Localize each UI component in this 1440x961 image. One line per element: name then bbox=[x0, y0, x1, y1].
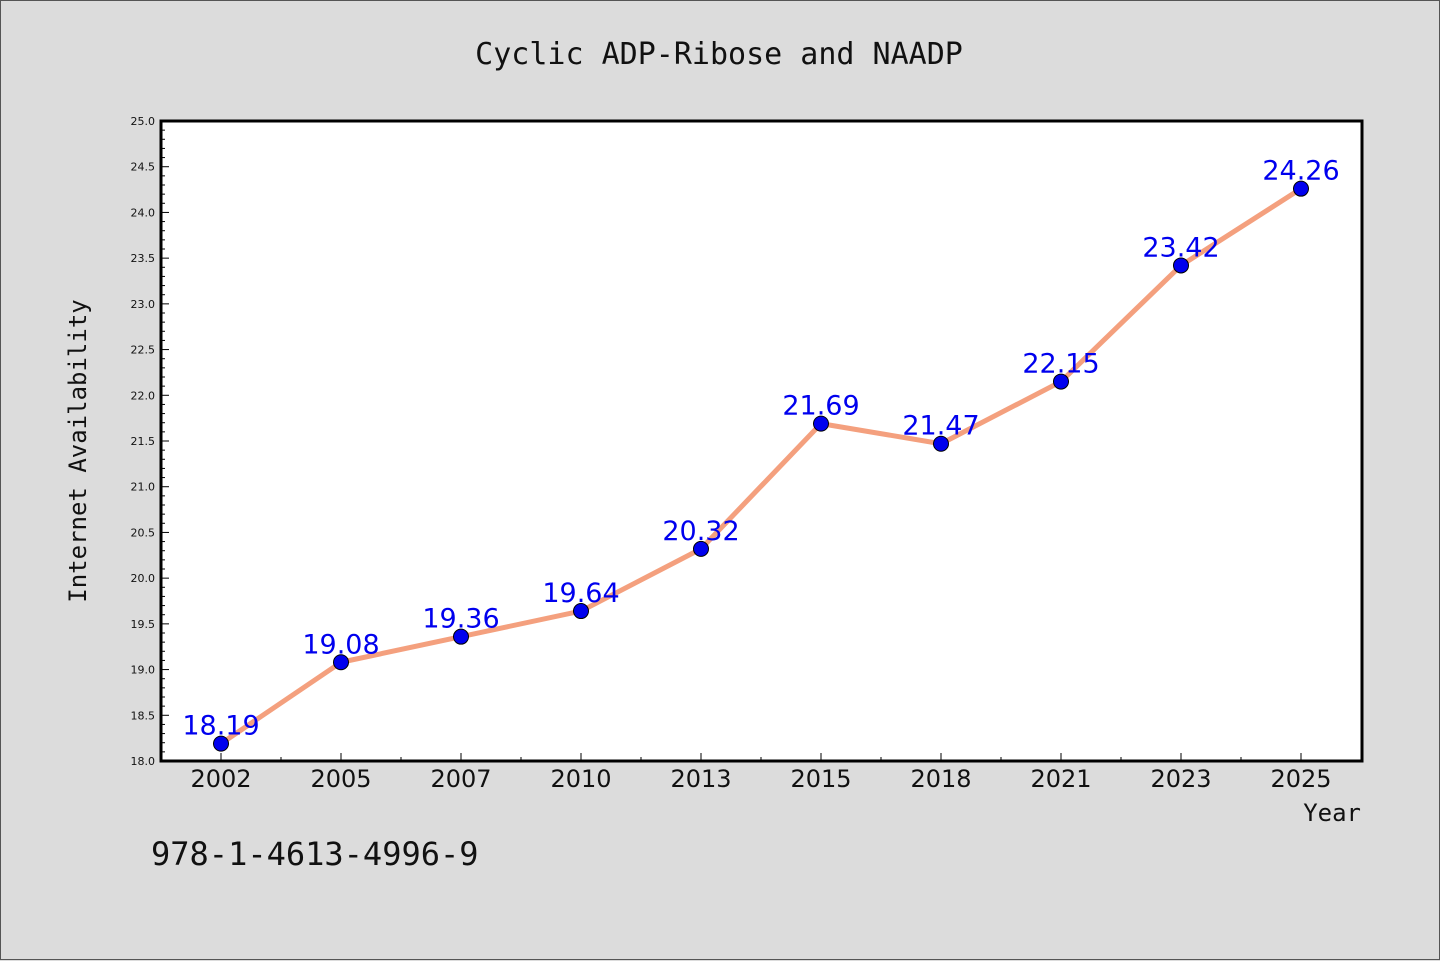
y-tick-label: 22.0 bbox=[131, 389, 156, 402]
x-axis: 2002 2005 2007 2010 2013 2015 2018 2021 2023 2025 bbox=[190, 753, 1332, 793]
data-label: 20.32 bbox=[662, 516, 739, 547]
data-point bbox=[813, 415, 829, 432]
y-tick-label: 24.5 bbox=[131, 161, 156, 174]
footer-code: 978-1-4613-4996-9 bbox=[151, 835, 479, 873]
data-point bbox=[693, 540, 709, 557]
series-line bbox=[218, 186, 1304, 747]
y-tick-label: 24.0 bbox=[131, 206, 156, 219]
x-tick-label: 2025 bbox=[1270, 765, 1331, 793]
x-tick-label: 2023 bbox=[1150, 765, 1211, 793]
y-tick-label: 23.0 bbox=[131, 298, 156, 311]
y-tick-label: 21.5 bbox=[131, 435, 156, 448]
y-tick-label: 18.0 bbox=[131, 755, 156, 768]
data-label: 19.36 bbox=[422, 604, 499, 635]
y-axis: 18.0 18.5 19.0 19.5 20.0 20.5 21.0 21.5 22.0 22.5… bbox=[131, 115, 169, 768]
data-point bbox=[333, 654, 349, 671]
chart-title: Cyclic ADP-Ribose and NAADP bbox=[475, 37, 963, 72]
y-tick-label: 19.0 bbox=[131, 664, 156, 677]
data-label: 21.47 bbox=[902, 411, 979, 442]
y-tick-label: 21.0 bbox=[131, 481, 156, 494]
y-tick-label: 20.5 bbox=[131, 526, 156, 539]
data-point bbox=[213, 735, 229, 752]
data-point bbox=[1053, 373, 1069, 390]
data-point bbox=[933, 435, 949, 452]
y-tick-label: 22.5 bbox=[131, 344, 156, 357]
x-tick-label: 2007 bbox=[430, 765, 491, 793]
y-tick-label: 20.0 bbox=[131, 572, 156, 585]
x-tick-label: 2015 bbox=[790, 765, 851, 793]
x-tick-label: 2013 bbox=[670, 765, 731, 793]
plot-area bbox=[159, 119, 1364, 763]
data-label: 24.26 bbox=[1262, 156, 1339, 187]
y-tick-label: 23.5 bbox=[131, 252, 156, 265]
x-tick-label: 2010 bbox=[550, 765, 611, 793]
y-tick-label: 18.5 bbox=[131, 709, 156, 722]
data-point bbox=[1173, 257, 1189, 274]
x-axis-label: Year bbox=[1303, 799, 1361, 827]
x-tick-label: 2005 bbox=[310, 765, 371, 793]
data-point bbox=[573, 603, 589, 620]
data-label: 23.42 bbox=[1142, 232, 1219, 263]
y-tick-label: 19.5 bbox=[131, 618, 156, 631]
y-tick-label: 25.0 bbox=[131, 115, 156, 128]
data-label: 19.08 bbox=[302, 629, 379, 660]
data-point bbox=[1293, 180, 1309, 197]
series-line-group: 18.19 19.08 19.36 19.64 20.32 21.69 21.47 22.15… bbox=[182, 156, 1340, 752]
x-tick-label: 2021 bbox=[1030, 765, 1091, 793]
data-label: 19.64 bbox=[542, 578, 619, 609]
data-label: 18.19 bbox=[182, 711, 259, 742]
x-tick-label: 2002 bbox=[190, 765, 251, 793]
data-point bbox=[453, 628, 469, 645]
y-axis-label: Internet Availability bbox=[64, 299, 92, 602]
data-label: 22.15 bbox=[1022, 349, 1099, 380]
x-tick-label: 2018 bbox=[910, 765, 971, 793]
data-label: 21.69 bbox=[782, 391, 859, 422]
